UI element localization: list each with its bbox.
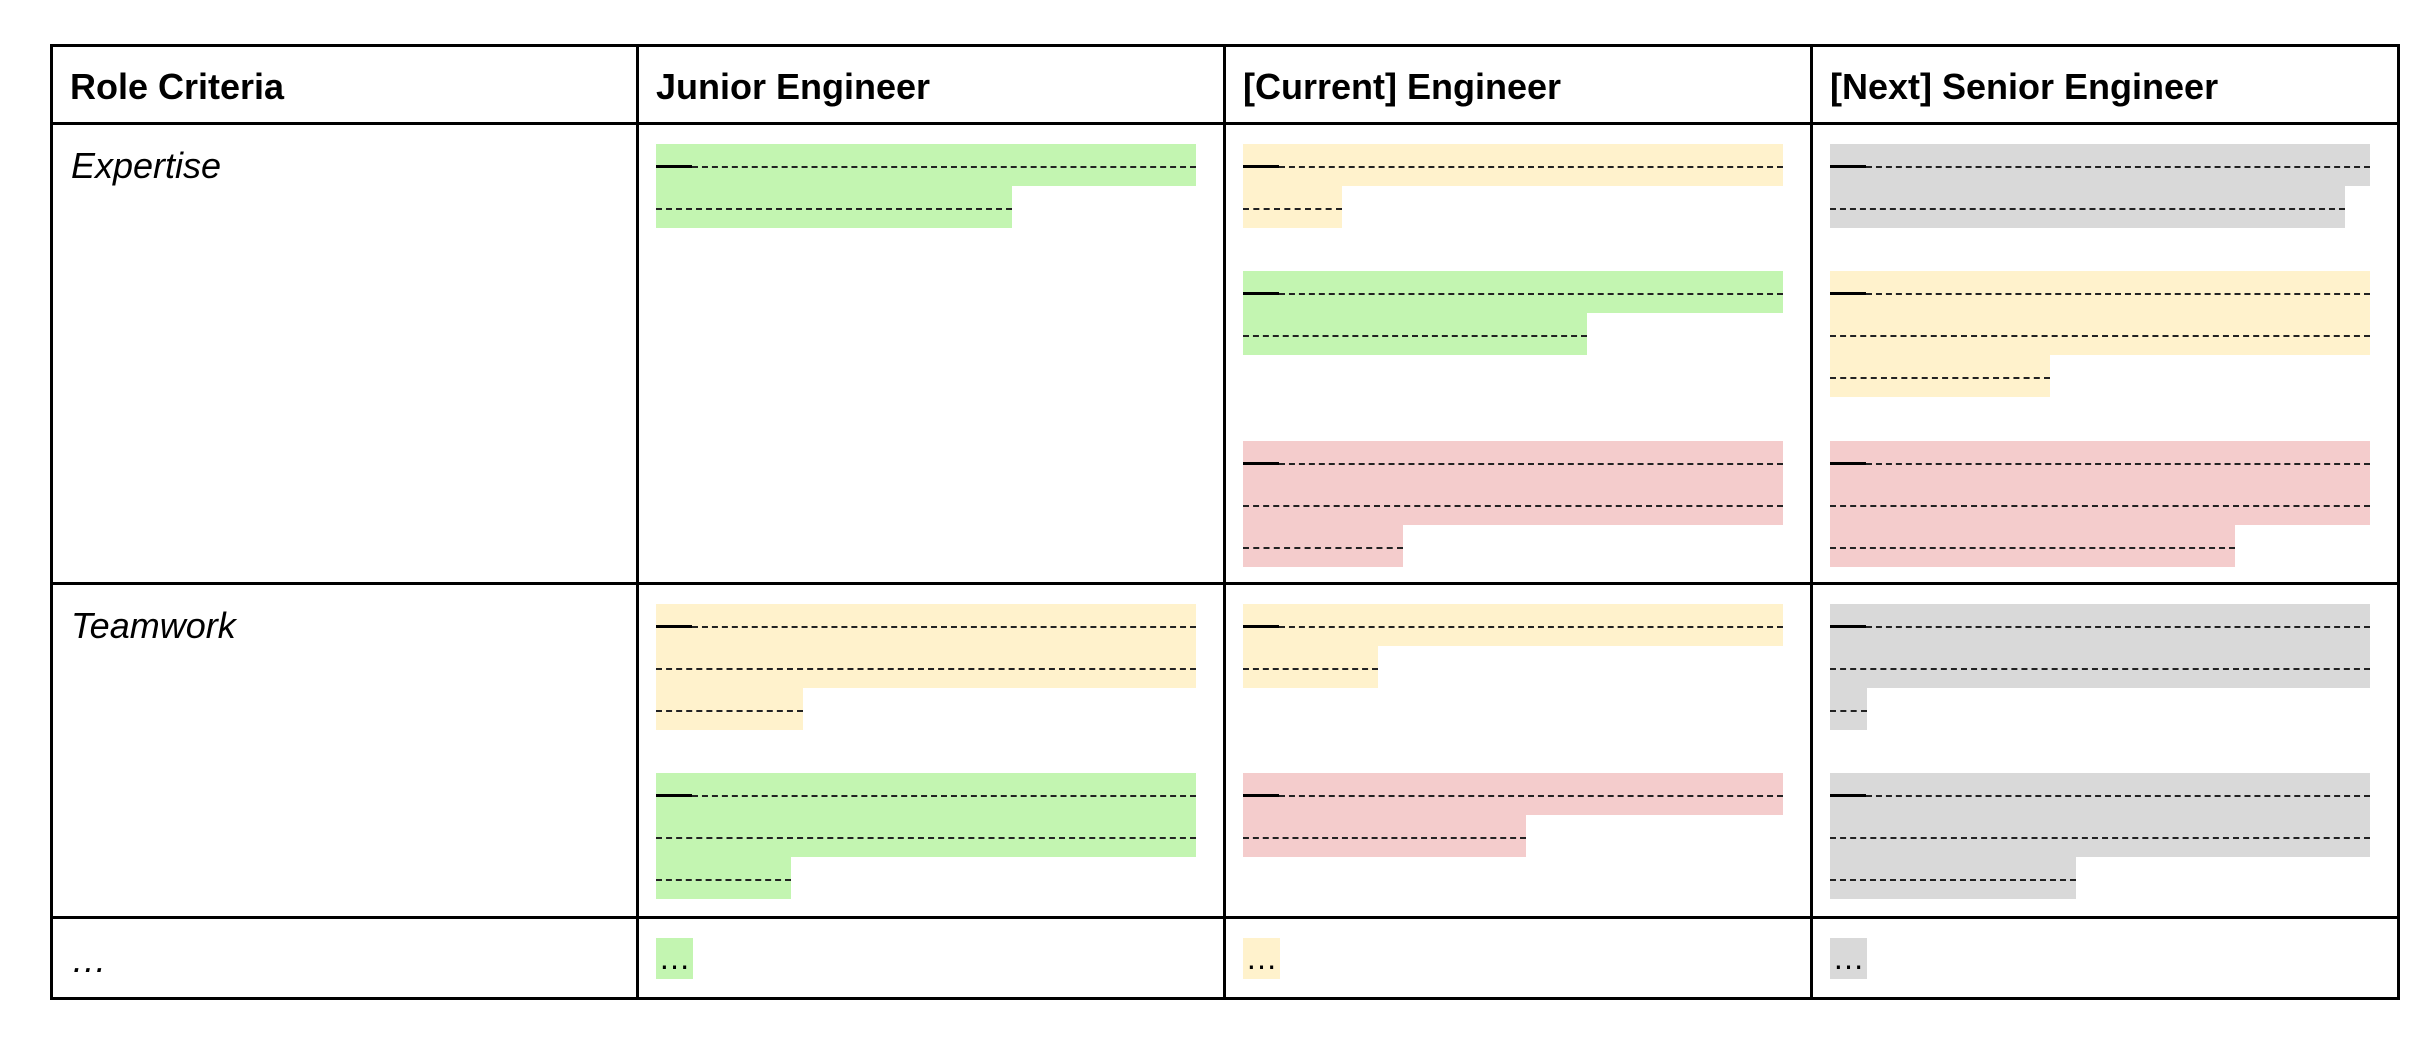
- placeholder-text-line: [656, 688, 803, 730]
- cell-content: [639, 585, 1223, 913]
- criteria-cell: …: [1223, 916, 1813, 1000]
- criteria-cell: [636, 122, 1226, 585]
- ellipsis-chip: …: [1830, 938, 1867, 979]
- cell-content: [1226, 125, 1810, 579]
- placeholder-text-line: [1830, 688, 1867, 730]
- header-next-senior-engineer: [Next] Senior Engineer: [1810, 44, 2400, 125]
- placeholder-text-line: [656, 646, 1196, 688]
- table-row-expertise: Expertise: [50, 122, 2400, 585]
- placeholder-text-line: [1830, 144, 2370, 186]
- criteria-cell: [1810, 582, 2400, 919]
- criteria-cell: [636, 582, 1226, 919]
- cell-content: [1813, 585, 2397, 913]
- row-label-more: …: [71, 939, 107, 980]
- placeholder-text-line: [1830, 857, 2076, 899]
- placeholder-text-line: [1243, 186, 1342, 228]
- criteria-cell: [1223, 122, 1813, 585]
- row-label-cell: Expertise: [50, 122, 639, 585]
- placeholder-text-line: [1830, 815, 2370, 857]
- placeholder-text-line: [1243, 483, 1783, 525]
- ellipsis-chip: …: [1243, 938, 1280, 979]
- placeholder-text-line: [1830, 441, 2370, 483]
- placeholder-text-line: [1243, 646, 1378, 688]
- placeholder-text-line: [1830, 313, 2370, 355]
- role-criteria-table: Role Criteria Junior Engineer [Current] …: [50, 44, 2400, 1000]
- header-label: Role Criteria: [70, 66, 285, 107]
- table-row-teamwork: Teamwork: [50, 582, 2400, 919]
- placeholder-text-line: [1830, 525, 2235, 567]
- placeholder-text-line: [656, 815, 1196, 857]
- placeholder-text-line: [1830, 355, 2050, 397]
- placeholder-text-line: [1243, 815, 1526, 857]
- cell-content: …: [1813, 919, 2397, 994]
- placeholder-text-line: [1243, 271, 1783, 313]
- placeholder-text-line: [1243, 773, 1783, 815]
- header-label: [Current] Engineer: [1243, 66, 1562, 107]
- header-junior-engineer: Junior Engineer: [636, 44, 1226, 125]
- row-label-cell: …: [50, 916, 639, 1000]
- placeholder-text-line: [1830, 483, 2370, 525]
- placeholder-text-line: [1830, 604, 2370, 646]
- placeholder-text-line: [1243, 525, 1403, 567]
- row-label-expertise: Expertise: [71, 145, 222, 186]
- placeholder-text-line: [1243, 313, 1587, 355]
- table-header-row: Role Criteria Junior Engineer [Current] …: [50, 44, 2400, 125]
- cell-content: [1813, 125, 2397, 579]
- criteria-cell: …: [636, 916, 1226, 1000]
- cell-content: [1226, 585, 1810, 913]
- header-role-criteria: Role Criteria: [50, 44, 639, 125]
- placeholder-text-line: [656, 144, 1196, 186]
- placeholder-text-line: [1830, 773, 2370, 815]
- row-label-teamwork: Teamwork: [71, 605, 236, 646]
- header-label: [Next] Senior Engineer: [1830, 66, 2219, 107]
- table-row-more: … … … …: [50, 916, 2400, 1000]
- placeholder-text-line: [1830, 646, 2370, 688]
- placeholder-text-line: [656, 604, 1196, 646]
- placeholder-text-line: [656, 857, 791, 899]
- cell-content: …: [1226, 919, 1810, 994]
- placeholder-text-line: [656, 773, 1196, 815]
- criteria-cell: …: [1810, 916, 2400, 1000]
- placeholder-text-line: [1830, 186, 2345, 228]
- header-current-engineer: [Current] Engineer: [1223, 44, 1813, 125]
- placeholder-text-line: [1830, 271, 2370, 313]
- criteria-cell: [1810, 122, 2400, 585]
- ellipsis-chip: …: [656, 938, 693, 979]
- criteria-cell: [1223, 582, 1813, 919]
- row-label-cell: Teamwork: [50, 582, 639, 919]
- cell-content: [639, 125, 1223, 579]
- placeholder-text-line: [1243, 604, 1783, 646]
- header-label: Junior Engineer: [656, 66, 931, 107]
- placeholder-text-line: [656, 186, 1012, 228]
- placeholder-text-line: [1243, 441, 1783, 483]
- cell-content: …: [639, 919, 1223, 994]
- placeholder-text-line: [1243, 144, 1783, 186]
